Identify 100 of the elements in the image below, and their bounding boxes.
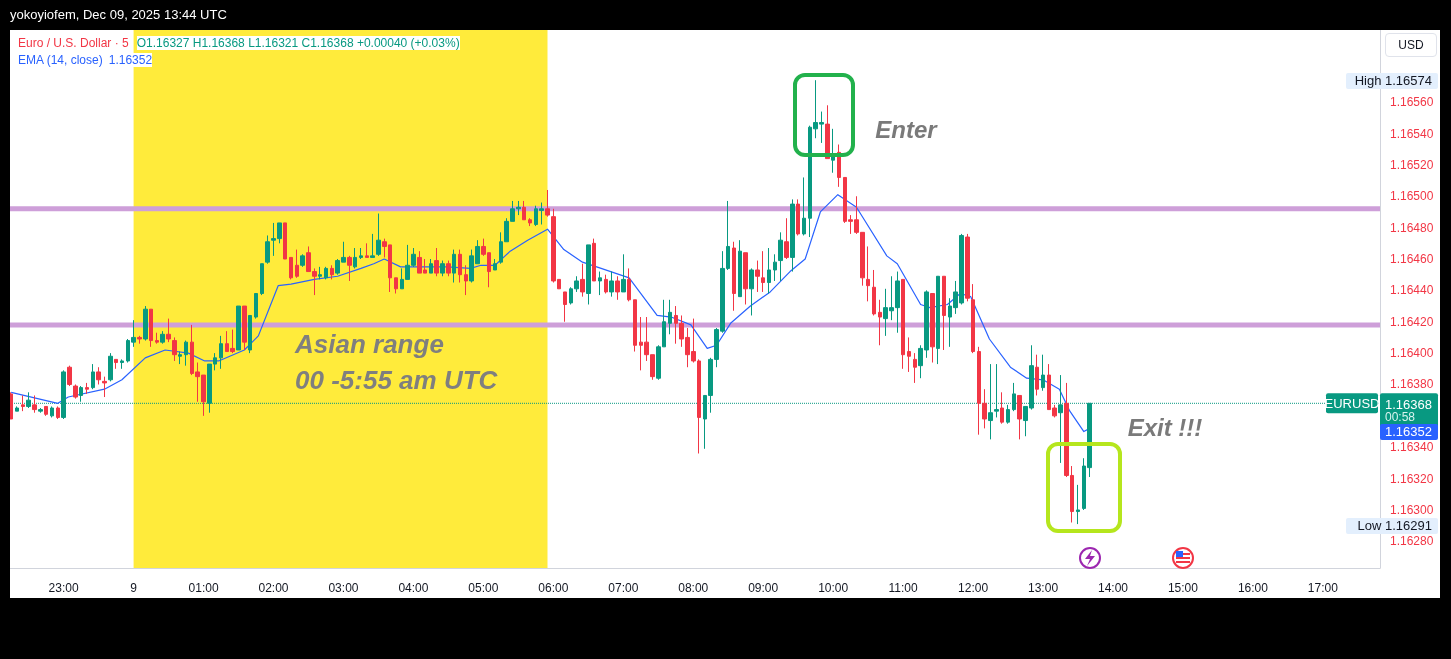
candlestick — [586, 244, 591, 305]
candlestick — [50, 405, 54, 418]
candlestick — [1000, 391, 1004, 425]
y-tick-label: 1.16520 — [1390, 157, 1434, 172]
text: 1.16368 — [1385, 397, 1432, 412]
candlestick — [563, 291, 567, 323]
band-label: Asian range 00 -5:55 am UTC — [294, 328, 499, 395]
candlestick — [184, 340, 188, 367]
candlestick — [166, 318, 171, 343]
y-tick-label: 1.16500 — [1390, 189, 1434, 204]
candlestick — [464, 264, 468, 296]
candlestick — [376, 213, 381, 257]
candlestick — [149, 308, 153, 348]
candlestick — [1017, 394, 1022, 440]
x-tick-label: 05:00 — [468, 581, 499, 595]
candlestick — [901, 278, 905, 370]
annotation: 1.16352 — [108, 53, 153, 67]
text: Euro / U.S. Dollar · 5 — [18, 36, 129, 50]
candlestick — [965, 233, 970, 302]
x-tick-label: 03:00 — [328, 581, 359, 595]
candlestick — [300, 253, 305, 268]
candlestick — [295, 249, 299, 279]
candlestick — [254, 293, 258, 320]
candlestick — [761, 250, 765, 293]
candlestick — [365, 242, 369, 258]
candlestick — [67, 365, 72, 387]
candlestick — [370, 233, 375, 258]
candlestick — [330, 264, 334, 280]
x-tick-label: 06:00 — [538, 581, 569, 595]
candlestick — [91, 363, 95, 390]
candlestick — [458, 249, 462, 284]
x-tick-label: 16:00 — [1237, 581, 1269, 595]
candlestick — [56, 405, 60, 420]
y-tick-label: 1.16440 — [1390, 283, 1434, 298]
candlestick — [440, 260, 445, 277]
x-tick-label: 04:00 — [398, 581, 429, 595]
candlestick — [878, 299, 882, 346]
candlestick — [796, 198, 800, 236]
candlestick — [866, 245, 870, 302]
candlestick — [732, 241, 736, 312]
candlestick — [15, 405, 19, 412]
candlestick — [755, 260, 760, 293]
candlestick — [913, 352, 917, 384]
y-tick-label: 1.16340 — [1390, 440, 1434, 455]
annotation: Enter — [875, 116, 937, 144]
candlestick — [790, 198, 795, 273]
candlestick — [353, 247, 357, 269]
candlestick — [743, 252, 748, 305]
candlestick — [32, 394, 37, 414]
text: yokoyiofem, Dec 09, 2025 13:44 UTC — [10, 7, 227, 22]
x-tick-label: 14:00 — [1097, 581, 1129, 595]
candlestick — [907, 336, 911, 373]
x-tick-label: 08:00 — [678, 581, 709, 595]
text: EMA (14, close) — [18, 53, 103, 67]
candlestick — [545, 189, 550, 218]
text: 1.16352 — [1380, 424, 1438, 440]
x-tick-label: 07:00 — [608, 581, 639, 595]
candlestick — [172, 336, 177, 362]
candlestick — [1041, 354, 1045, 392]
x-tick-label: 13:00 — [1028, 581, 1059, 595]
x-tick-label: 12:00 — [958, 581, 989, 595]
candlestick — [108, 352, 113, 382]
candlestick — [318, 266, 322, 280]
x-tick-label: 15:00 — [1167, 581, 1199, 595]
x-tick-label: 9 — [130, 581, 138, 595]
candlestick — [347, 255, 352, 282]
candlestick — [155, 332, 159, 345]
candlestick — [604, 274, 608, 295]
x-tick-label: 09:00 — [748, 581, 779, 595]
candlestick — [1035, 354, 1039, 396]
candlestick — [242, 305, 247, 351]
candlestick — [248, 314, 252, 354]
text: 00:58 — [1385, 410, 1416, 424]
y-tick-label: 1.16560 — [1390, 95, 1434, 110]
candlestick — [178, 351, 182, 365]
candlestick — [359, 247, 363, 260]
candlestick — [767, 247, 771, 295]
y-tick-label: 1.16420 — [1390, 314, 1434, 329]
y-tick-label: 1.16380 — [1390, 377, 1434, 392]
ref-line-label: EURUSD — [1324, 395, 1380, 411]
candlestick — [137, 335, 142, 345]
y-tick-label: 1.16460 — [1390, 252, 1434, 266]
candlestick — [930, 293, 935, 364]
candlestick — [936, 275, 940, 365]
text: USD — [1385, 33, 1437, 57]
y-tick-label: 1.16280 — [1390, 534, 1434, 549]
candlestick — [114, 358, 118, 370]
candlestick — [21, 394, 25, 412]
candlestick — [102, 376, 107, 398]
candlestick — [738, 239, 742, 298]
candlestick — [96, 366, 101, 385]
y-tick-label: 1.16480 — [1390, 220, 1434, 235]
x-tick-label: 23:00 — [48, 581, 79, 595]
candlestick — [44, 405, 48, 417]
candlestick — [260, 263, 264, 296]
candlestick — [872, 269, 876, 316]
candlestick — [120, 358, 124, 370]
candlestick — [452, 249, 456, 284]
candlestick — [749, 267, 754, 316]
candlestick — [160, 330, 165, 345]
